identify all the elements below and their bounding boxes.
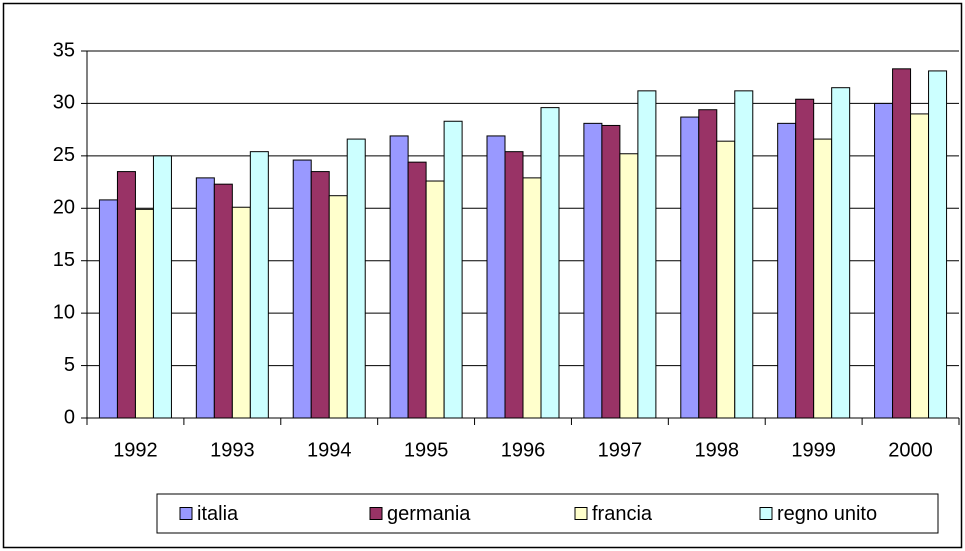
- y-tick-label: 15: [53, 249, 75, 271]
- bar: [716, 140, 736, 419]
- x-tick-label: 1999: [791, 439, 836, 461]
- y-tick-label: 35: [53, 39, 75, 61]
- bar: [195, 177, 215, 419]
- bar: [910, 113, 930, 419]
- bar: [680, 116, 700, 419]
- bar: [292, 159, 312, 419]
- bar: [831, 87, 851, 419]
- bar: [443, 120, 463, 419]
- bar: [346, 138, 366, 419]
- bar: [249, 151, 269, 419]
- bar: [213, 183, 233, 419]
- x-tick-label: 1996: [501, 439, 546, 461]
- legend-label: germania: [387, 503, 471, 525]
- bar: [389, 135, 409, 419]
- bar: [407, 161, 427, 419]
- bar: [328, 195, 348, 419]
- y-tick-label: 10: [53, 301, 75, 323]
- y-tick-label: 20: [53, 197, 75, 219]
- bar: [486, 135, 506, 419]
- bar: [425, 180, 445, 419]
- y-tick-label: 0: [64, 406, 75, 428]
- bar: [777, 122, 797, 419]
- bar: [134, 208, 154, 419]
- x-tick-label: 1998: [695, 439, 740, 461]
- bar: [637, 90, 657, 419]
- bar: [892, 68, 912, 419]
- x-tick-label: 2000: [888, 439, 933, 461]
- x-tick-label: 1993: [210, 439, 255, 461]
- bar: [98, 199, 118, 419]
- x-tick-label: 1992: [113, 439, 158, 461]
- bar: [540, 107, 560, 419]
- bar: [928, 70, 948, 419]
- bar: [310, 171, 330, 419]
- bar: [601, 124, 621, 419]
- legend-label: italia: [197, 503, 239, 525]
- bar: [734, 90, 754, 419]
- legend-swatch: [759, 507, 773, 520]
- y-tick-label: 25: [53, 144, 75, 166]
- bar: [522, 177, 542, 419]
- legend-swatch: [574, 507, 588, 520]
- bar: [152, 155, 172, 419]
- y-tick-label: 5: [64, 354, 75, 376]
- legend-box: [156, 493, 939, 534]
- bar: [795, 98, 815, 419]
- bar: [698, 109, 718, 419]
- y-tick-label: 30: [53, 92, 75, 114]
- bar: [231, 206, 251, 419]
- x-tick-label: 1997: [598, 439, 643, 461]
- legend-swatch: [369, 507, 383, 520]
- bar: [813, 138, 833, 419]
- legend-swatch: [179, 507, 193, 520]
- bar: [116, 171, 136, 419]
- legend-label: francia: [592, 503, 653, 525]
- legend-label: regno unito: [777, 503, 877, 525]
- bar: [504, 151, 524, 419]
- bar: [619, 153, 639, 419]
- bar: [874, 102, 894, 419]
- bar: [583, 122, 603, 419]
- x-tick-label: 1995: [404, 439, 449, 461]
- x-tick-label: 1994: [307, 439, 352, 461]
